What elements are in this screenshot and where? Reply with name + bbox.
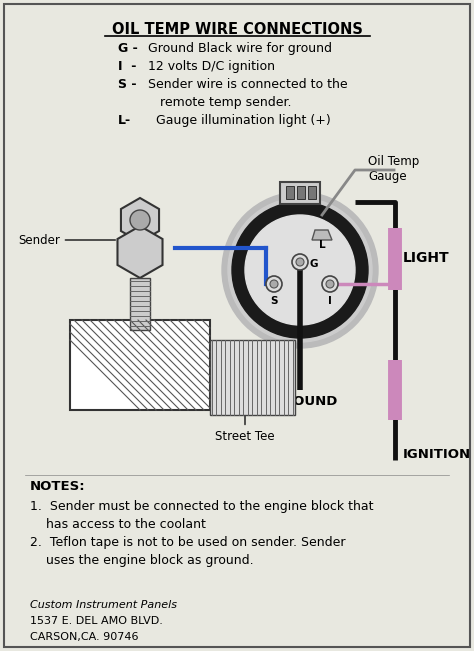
Circle shape bbox=[228, 198, 372, 342]
Circle shape bbox=[270, 280, 278, 288]
Circle shape bbox=[222, 192, 378, 348]
Polygon shape bbox=[118, 226, 163, 278]
Text: remote temp sender.: remote temp sender. bbox=[148, 96, 292, 109]
Circle shape bbox=[296, 258, 304, 266]
Text: L: L bbox=[319, 240, 325, 250]
Circle shape bbox=[232, 202, 368, 338]
Bar bbox=[130, 278, 150, 330]
Text: Street Tee: Street Tee bbox=[215, 403, 275, 443]
Circle shape bbox=[266, 276, 282, 292]
Circle shape bbox=[326, 280, 334, 288]
Polygon shape bbox=[312, 230, 332, 240]
Text: I  -: I - bbox=[118, 60, 137, 73]
Text: I: I bbox=[328, 296, 332, 306]
Bar bbox=[308, 186, 316, 199]
Text: Gauge illumination light (+): Gauge illumination light (+) bbox=[148, 114, 331, 127]
Text: Sender wire is connected to the: Sender wire is connected to the bbox=[148, 78, 347, 91]
Bar bbox=[286, 186, 294, 199]
Text: LIGHT: LIGHT bbox=[403, 251, 450, 265]
Text: NOTES:: NOTES: bbox=[30, 480, 86, 493]
Polygon shape bbox=[121, 198, 159, 242]
Text: S -: S - bbox=[118, 78, 137, 91]
Circle shape bbox=[292, 254, 308, 270]
Text: G -: G - bbox=[118, 42, 138, 55]
Text: 2.  Teflon tape is not to be used on sender. Sender: 2. Teflon tape is not to be used on send… bbox=[30, 536, 346, 549]
Text: Sender: Sender bbox=[18, 234, 115, 247]
Text: Oil Temp
Gauge: Oil Temp Gauge bbox=[368, 155, 419, 183]
Text: 12 volts D/C ignition: 12 volts D/C ignition bbox=[148, 60, 275, 73]
Text: GROUND: GROUND bbox=[272, 395, 337, 408]
Circle shape bbox=[130, 210, 150, 230]
Text: 1537 E. DEL AMO BLVD.: 1537 E. DEL AMO BLVD. bbox=[30, 616, 163, 626]
Circle shape bbox=[245, 215, 355, 325]
Text: 1.  Sender must be connected to the engine block that: 1. Sender must be connected to the engin… bbox=[30, 500, 374, 513]
Bar bbox=[297, 186, 305, 199]
Bar bbox=[210, 340, 295, 415]
Text: L-: L- bbox=[118, 114, 131, 127]
Text: Ground Black wire for ground: Ground Black wire for ground bbox=[148, 42, 332, 55]
Text: CARSON,CA. 90746: CARSON,CA. 90746 bbox=[30, 632, 138, 642]
Text: IGNITION: IGNITION bbox=[403, 449, 471, 462]
Text: uses the engine block as ground.: uses the engine block as ground. bbox=[30, 554, 254, 567]
Circle shape bbox=[322, 276, 338, 292]
Text: G: G bbox=[310, 259, 319, 269]
Text: Custom Instrument Panels: Custom Instrument Panels bbox=[30, 600, 177, 610]
Bar bbox=[70, 320, 210, 410]
Text: OIL TEMP WIRE CONNECTIONS: OIL TEMP WIRE CONNECTIONS bbox=[111, 22, 363, 37]
FancyBboxPatch shape bbox=[280, 182, 320, 204]
Text: has access to the coolant: has access to the coolant bbox=[30, 518, 206, 531]
Text: S: S bbox=[270, 296, 278, 306]
